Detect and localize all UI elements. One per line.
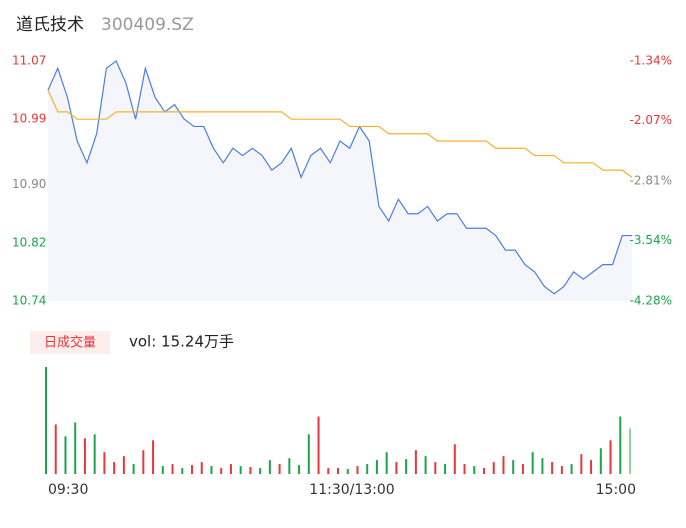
volume-bar xyxy=(152,440,155,474)
volume-bar xyxy=(590,460,593,474)
volume-bar xyxy=(268,460,271,474)
volume-bar xyxy=(629,428,631,474)
volume-bar xyxy=(54,424,57,474)
y2-tick-label: -2.07% xyxy=(630,113,672,127)
volume-bar xyxy=(113,462,116,474)
volume-bar xyxy=(609,440,612,474)
y-tick-label: 10.74 xyxy=(12,294,46,308)
y-tick-label: 10.99 xyxy=(12,112,46,126)
volume-bar xyxy=(239,466,242,474)
series-line xyxy=(47,89,633,178)
y-tick-label: 10.90 xyxy=(12,177,46,191)
y2-tick-label: -3.54% xyxy=(630,233,672,247)
volume-summary: vol: 15.24万手 xyxy=(129,333,234,351)
volume-bar xyxy=(64,436,67,474)
volume-bar xyxy=(434,462,437,474)
volume-bar xyxy=(307,434,310,474)
volume-bar xyxy=(191,465,193,474)
volume-bar xyxy=(551,462,554,474)
y2-tick-label: -1.34% xyxy=(630,54,672,68)
y2-tick-label: -2.81% xyxy=(630,174,672,188)
volume-bar xyxy=(356,466,359,474)
volume-bar xyxy=(463,464,466,474)
volume-bar xyxy=(93,434,96,474)
volume-bar xyxy=(619,416,622,474)
volume-bar xyxy=(288,458,291,474)
volume-bar xyxy=(298,465,301,474)
volume-bar xyxy=(541,458,544,474)
volume-bar xyxy=(74,422,77,474)
volume-bar xyxy=(385,452,388,474)
volume-bar xyxy=(580,454,583,474)
volume-bar xyxy=(492,462,495,474)
stock-name: 道氏技术 xyxy=(16,15,84,35)
volume-bar xyxy=(317,416,320,474)
volume-bar xyxy=(83,438,86,474)
volume-bar xyxy=(220,468,223,474)
volume-bar xyxy=(103,452,106,474)
volume-bar xyxy=(560,466,563,474)
volume-bar xyxy=(278,464,281,474)
series-line xyxy=(47,60,632,295)
volume-bar xyxy=(200,462,203,474)
volume-bar xyxy=(161,466,164,474)
price-area xyxy=(48,61,632,301)
volume-bar xyxy=(395,462,398,474)
volume-bar xyxy=(502,456,505,474)
y-tick-label: 11.07 xyxy=(12,54,46,68)
volume-bar xyxy=(259,468,262,474)
volume-bar xyxy=(531,452,534,474)
volume-bar xyxy=(473,466,476,474)
volume-bar xyxy=(570,464,573,474)
volume-bar xyxy=(171,464,174,474)
volume-bar xyxy=(181,468,184,474)
volume-bar xyxy=(444,464,447,474)
y-tick-label: 10.82 xyxy=(12,235,46,249)
volume-bar xyxy=(327,468,330,474)
volume-tag-bg xyxy=(30,331,110,354)
volume-bar xyxy=(512,460,515,474)
stock-code: 300409.SZ xyxy=(101,15,194,35)
volume-bar xyxy=(45,366,47,474)
volume-bar xyxy=(414,450,417,474)
volume-bar xyxy=(483,468,485,474)
volume-bar xyxy=(229,464,232,474)
volume-bar xyxy=(249,467,252,474)
volume-bar xyxy=(122,456,125,474)
volume-bar xyxy=(424,456,427,474)
volume-tag: 日成交量 xyxy=(44,335,96,351)
x-tick-label: 15:00 xyxy=(596,482,636,498)
volume-bar xyxy=(142,450,145,474)
x-tick-label: 11:30/13:00 xyxy=(309,482,394,498)
y2-tick-label: -4.28% xyxy=(630,294,672,308)
x-tick-label: 09:30 xyxy=(48,482,88,498)
volume-bar xyxy=(210,466,213,474)
volume-bar xyxy=(521,464,524,474)
volume-bar xyxy=(453,444,456,474)
volume-bar xyxy=(599,448,602,474)
volume-bar xyxy=(132,464,135,474)
volume-bar xyxy=(366,464,369,474)
volume-bar xyxy=(346,469,349,474)
volume-bar xyxy=(337,468,339,474)
volume-bar xyxy=(405,459,408,474)
volume-bar xyxy=(375,460,378,474)
